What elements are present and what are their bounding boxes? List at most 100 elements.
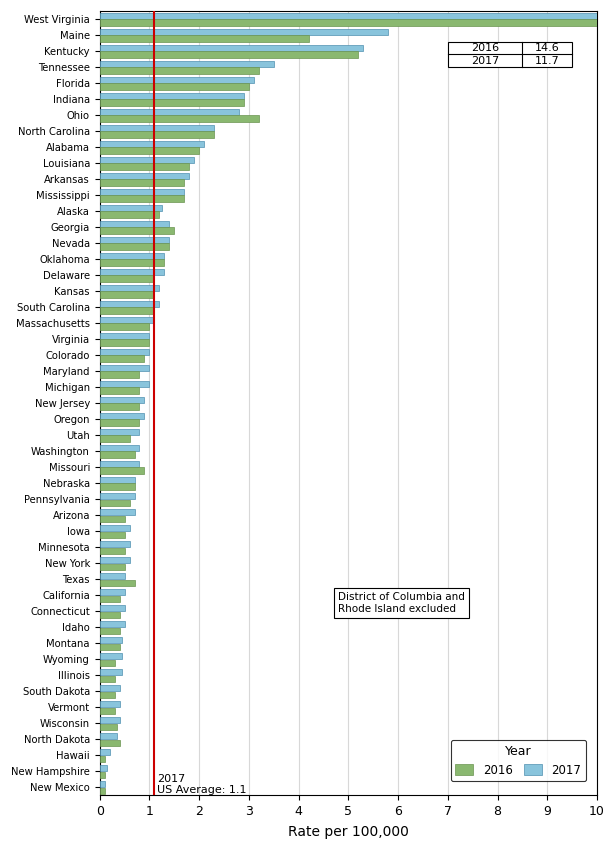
Bar — [100, 749, 110, 755]
Bar — [100, 179, 184, 185]
Bar — [100, 292, 155, 297]
Bar — [100, 109, 239, 115]
Bar — [100, 692, 115, 698]
Bar — [100, 493, 134, 499]
Bar — [100, 515, 124, 522]
Bar — [100, 435, 129, 441]
Legend: 2016, 2017: 2016, 2017 — [451, 740, 586, 781]
Bar — [100, 620, 124, 627]
Bar — [100, 772, 105, 778]
Text: 14.6: 14.6 — [535, 42, 559, 53]
Bar — [100, 269, 164, 275]
Text: US Average: 1.1: US Average: 1.1 — [157, 785, 246, 796]
Bar — [100, 132, 214, 138]
Bar — [100, 611, 120, 618]
Bar — [100, 237, 169, 243]
Bar — [100, 541, 129, 547]
Bar — [100, 428, 139, 435]
Bar — [100, 676, 115, 682]
Bar — [100, 93, 244, 99]
Bar — [100, 36, 309, 42]
Bar — [100, 13, 616, 19]
Bar — [100, 524, 129, 531]
Bar — [100, 700, 120, 707]
Bar — [100, 221, 169, 227]
Bar — [100, 147, 199, 154]
Bar — [100, 189, 184, 195]
Bar — [100, 20, 616, 26]
Bar — [100, 669, 122, 675]
Bar — [100, 365, 150, 371]
Bar — [100, 116, 259, 122]
Bar — [100, 205, 162, 211]
X-axis label: Rate per 100,000: Rate per 100,000 — [288, 824, 409, 839]
Bar — [100, 420, 139, 426]
Bar — [100, 451, 134, 457]
Bar — [100, 76, 254, 82]
Bar — [100, 371, 139, 377]
Bar — [100, 83, 249, 89]
Bar — [100, 589, 124, 595]
Bar — [100, 573, 124, 579]
Bar — [100, 173, 189, 178]
Bar — [100, 275, 155, 281]
Bar — [100, 212, 160, 218]
Bar — [100, 580, 134, 586]
Bar — [100, 125, 214, 131]
Bar — [100, 196, 184, 201]
Bar — [100, 643, 120, 649]
Bar — [100, 52, 359, 58]
Bar — [100, 339, 150, 346]
Bar — [100, 285, 160, 291]
Bar — [100, 605, 124, 611]
Bar — [100, 404, 139, 410]
Bar — [100, 348, 150, 354]
Bar — [100, 301, 160, 307]
Bar — [100, 355, 145, 361]
Text: District of Columbia and
Rhode Island excluded: District of Columbia and Rhode Island ex… — [338, 592, 465, 614]
Bar — [100, 637, 122, 643]
Bar — [100, 397, 145, 403]
Bar — [100, 413, 145, 419]
Bar — [100, 781, 105, 787]
FancyBboxPatch shape — [448, 42, 572, 67]
Bar — [100, 45, 363, 51]
Bar — [100, 717, 120, 722]
Bar — [100, 484, 134, 490]
Bar — [100, 653, 122, 659]
Bar — [100, 500, 129, 506]
Bar — [100, 308, 155, 314]
Bar — [100, 740, 120, 745]
Bar — [100, 765, 107, 771]
Bar — [100, 99, 244, 105]
Bar — [100, 252, 164, 259]
Bar — [100, 332, 150, 339]
Bar — [100, 733, 117, 739]
Bar — [100, 707, 115, 714]
Bar — [100, 557, 129, 563]
Bar — [100, 723, 117, 729]
Bar — [100, 596, 120, 602]
Bar — [100, 259, 164, 265]
Text: 2017: 2017 — [157, 774, 185, 784]
Bar — [100, 477, 134, 483]
Bar — [100, 756, 105, 762]
Bar — [100, 67, 259, 73]
Bar — [100, 29, 388, 35]
Bar — [100, 228, 174, 234]
Bar — [100, 461, 139, 467]
Bar — [100, 60, 274, 67]
Bar — [100, 509, 134, 515]
Bar — [100, 685, 120, 691]
Bar — [100, 324, 150, 330]
Bar — [100, 163, 189, 169]
Bar — [100, 547, 124, 553]
Text: 11.7: 11.7 — [535, 56, 559, 65]
Bar — [100, 243, 169, 250]
Bar — [100, 156, 194, 163]
Bar — [100, 388, 139, 394]
Bar — [100, 660, 115, 666]
Bar — [100, 445, 139, 450]
Bar — [100, 788, 105, 794]
Bar — [100, 531, 124, 537]
